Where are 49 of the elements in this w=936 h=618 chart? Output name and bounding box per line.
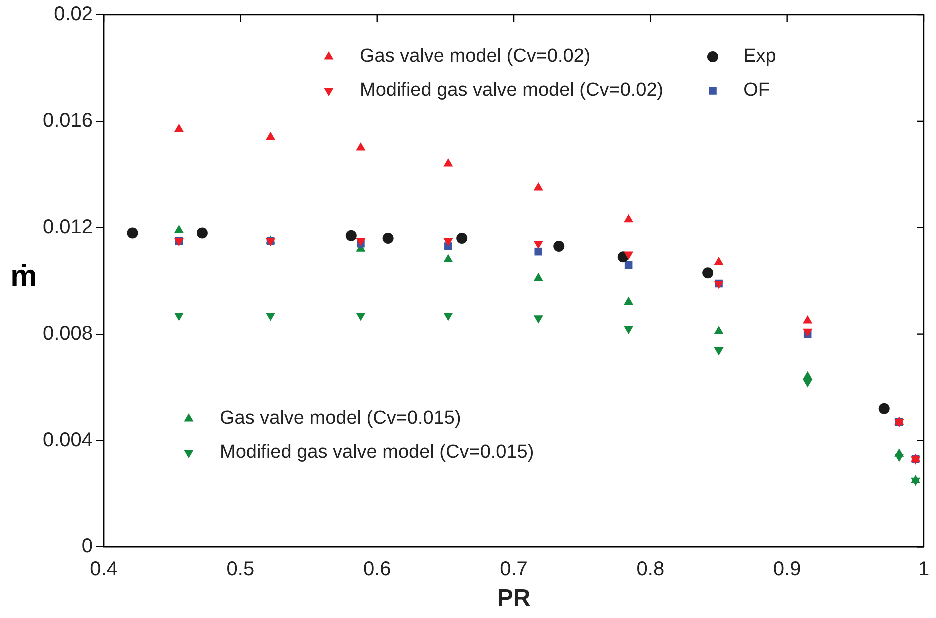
point	[624, 214, 634, 223]
point	[266, 132, 276, 140]
point	[444, 312, 454, 322]
point	[266, 312, 276, 322]
point	[624, 261, 633, 270]
legend-label: Modified gas valve model (Cv=0.015)	[220, 442, 534, 464]
point	[803, 379, 813, 388]
legend-label: Exp	[744, 46, 776, 68]
point	[444, 238, 454, 247]
point	[356, 142, 366, 151]
point	[624, 326, 634, 334]
point	[702, 268, 714, 279]
point	[534, 241, 544, 250]
x-tick-label: 0.4	[90, 558, 118, 581]
y-tick-label: 0.012	[42, 216, 94, 238]
y-axis-title: ṁ	[10, 260, 38, 294]
point	[174, 225, 184, 234]
point	[356, 312, 366, 322]
y-tick-label: 0.008	[42, 322, 94, 345]
legend-label: Modified gas valve model (Cv=0.02)	[360, 80, 664, 102]
legend-label: OF	[744, 80, 770, 102]
y-tick-label: 0.004	[42, 429, 94, 452]
y-tick-label: 0	[82, 536, 94, 558]
x-axis-title: PR	[497, 585, 531, 612]
point	[534, 182, 544, 191]
legend-label: Gas valve model (Cv=0.02)	[360, 46, 591, 68]
x-tick-label: 0.8	[636, 558, 665, 581]
point	[444, 158, 454, 167]
legend-label: Gas valve model (Cv=0.015)	[220, 408, 462, 430]
x-tick-label: 0.9	[773, 558, 802, 581]
x-tick-label: 0.6	[363, 558, 392, 581]
point	[382, 233, 394, 244]
point	[554, 241, 565, 252]
x-tick-label: 1	[918, 558, 930, 581]
point	[127, 228, 138, 239]
x-tick-label: 0.5	[226, 558, 255, 581]
point	[196, 228, 208, 239]
point	[174, 312, 184, 322]
y-tick-label: 0.016	[42, 110, 94, 132]
x-tick-label: 0.7	[500, 558, 528, 581]
y-tick-label: 0.02	[54, 4, 94, 26]
point	[878, 403, 890, 414]
point	[346, 230, 357, 242]
point	[714, 348, 724, 356]
point	[456, 233, 468, 244]
point	[624, 252, 634, 260]
point	[534, 248, 543, 256]
point	[174, 124, 184, 132]
point	[534, 316, 544, 324]
